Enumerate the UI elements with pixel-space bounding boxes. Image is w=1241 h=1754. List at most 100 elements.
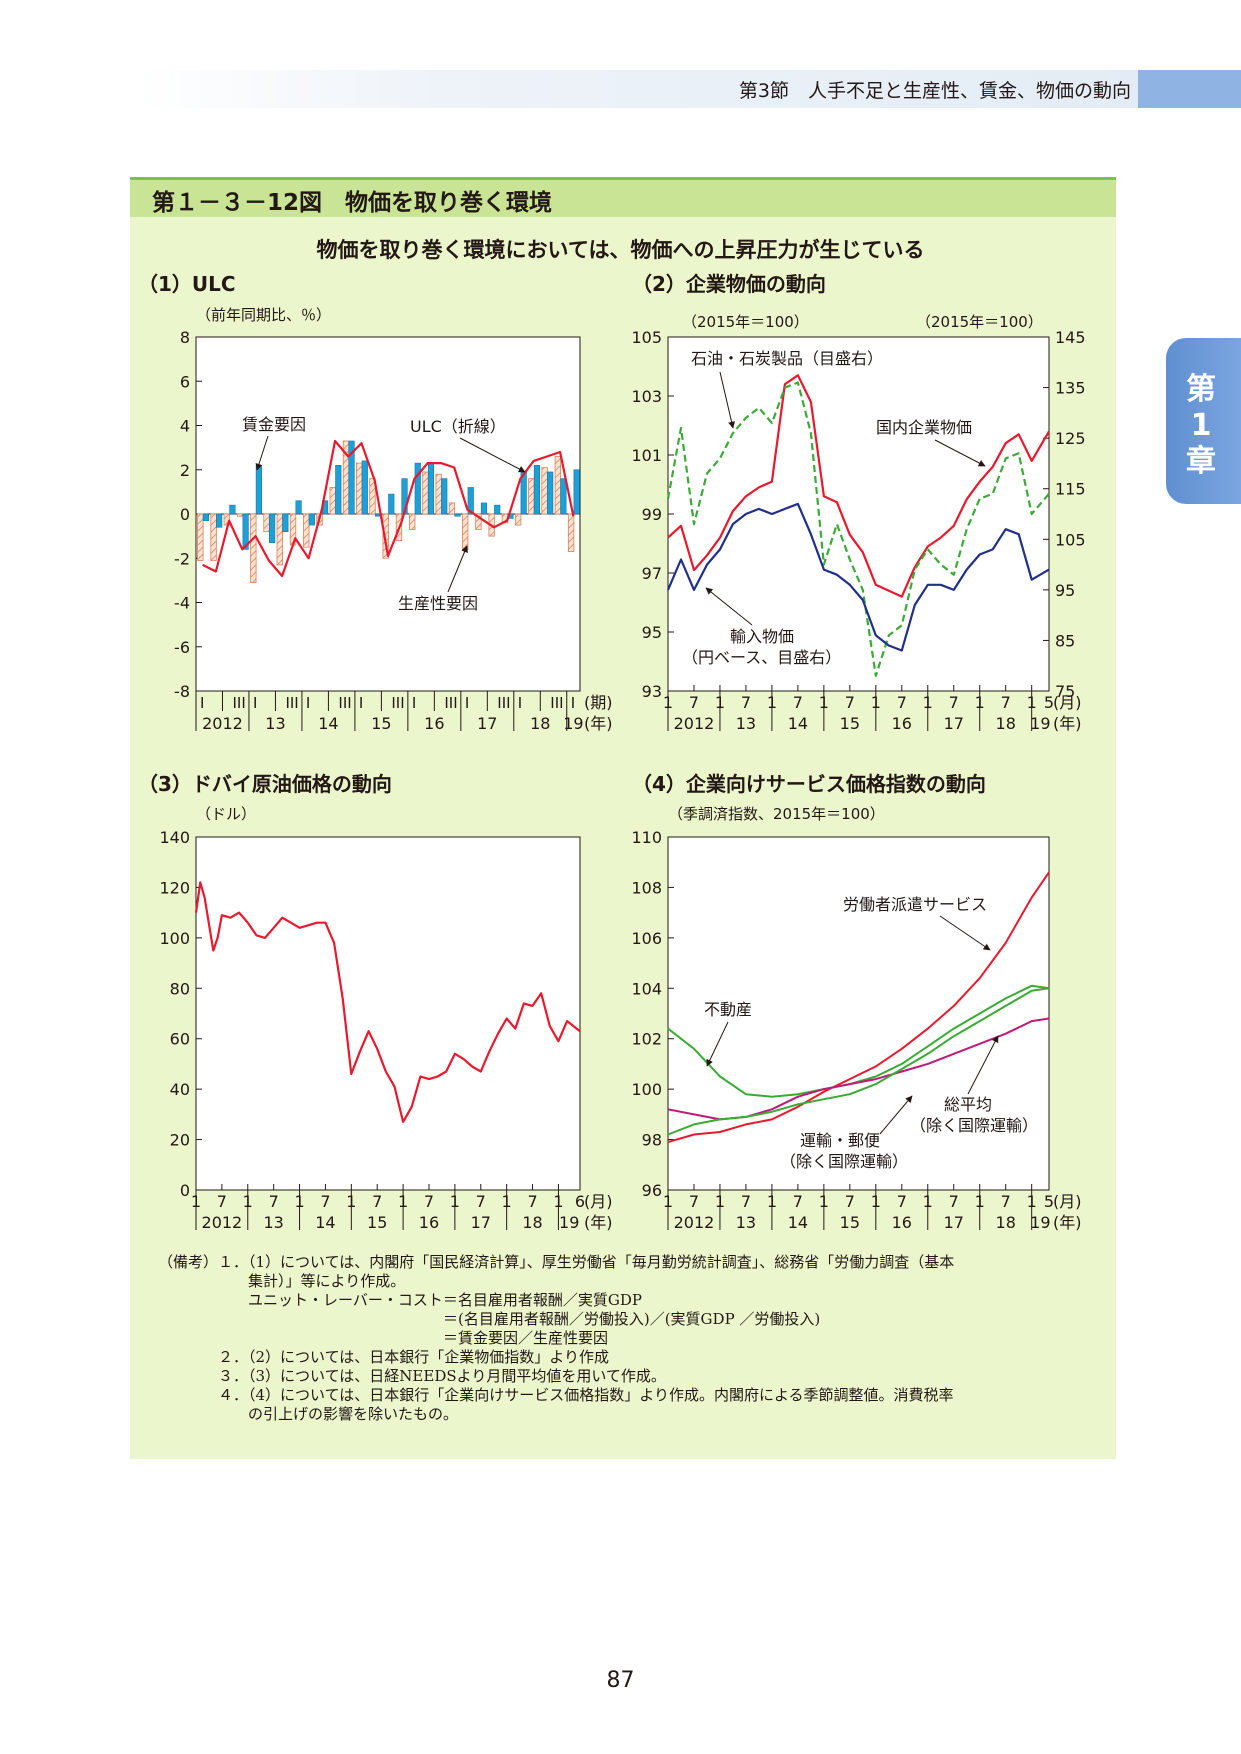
p4-annotation-realestate: 不動産 [704, 1000, 752, 1019]
p3-ytick-label: 40 [170, 1080, 190, 1099]
p2-y2tick-label: 115 [1055, 480, 1086, 499]
p1-quarter-label: I [412, 694, 416, 712]
section-header: 第3節 人手不足と生産性、賃金、物価の動向 [738, 80, 1131, 102]
p1-year-label: 14 [318, 714, 338, 733]
p3-year-label: 19 [559, 1213, 579, 1232]
p2-annotation-domestic: 国内企業物価 [876, 418, 972, 437]
p3-month-label: 1 [398, 1192, 408, 1211]
page-number: 87 [606, 1668, 635, 1693]
p1-quarter-label: I [465, 694, 469, 712]
p1-quarter-label: I [359, 694, 363, 712]
p2-series-line-0 [667, 374, 1050, 598]
p3-year-label: 13 [263, 1213, 283, 1232]
p1-wage-bar [361, 460, 368, 515]
p1-wage-bar [480, 502, 488, 515]
p4-ytick-label: 96 [642, 1181, 662, 1200]
p2-year-label: 17 [944, 714, 964, 733]
p2-year-label: 19 [1030, 714, 1050, 733]
p2-year-label: 15 [840, 714, 860, 733]
p2-y2tick-label: 135 [1055, 379, 1086, 398]
p1-wage-bar [573, 469, 580, 515]
p1-ytick-label: 8 [180, 328, 190, 347]
p2-annotation-arrow [705, 587, 753, 626]
p4-year-label: 18 [996, 1213, 1016, 1232]
note-line: ４．（4）については、日本銀行「企業向けサービス価格指数」より作成。内閣府による… [158, 1386, 954, 1404]
p4-ytick-label: 100 [631, 1080, 662, 1099]
p4-month-label: 1 [1027, 1192, 1037, 1211]
p1-wage-bar [427, 462, 435, 515]
p1-wage-bar [242, 513, 249, 550]
p1-wage-bar [533, 465, 541, 515]
p1-wage-bar [388, 493, 395, 515]
p3-ytick-label: 80 [170, 979, 190, 998]
p2-month-label: 7 [793, 693, 803, 712]
p1-productivity-bar [250, 513, 257, 583]
p4-series-line-0 [667, 871, 1050, 1144]
panel1-unit: （前年同期比、％） [196, 306, 332, 324]
p1-annotation-wage: 賃金要因 [242, 415, 306, 434]
p1-wage-bar [547, 471, 554, 515]
p4-year-unit: (年) [1053, 1213, 1082, 1232]
p2-ytick-label: 105 [631, 328, 662, 347]
p2-ytick-label: 93 [642, 682, 662, 701]
p1-ytick-label: -2 [174, 549, 190, 568]
p2-month-label: 5 [1044, 693, 1054, 712]
p1-year-label: 16 [424, 714, 444, 733]
p2-year-label: 16 [892, 714, 912, 733]
p2-ytick-label: 103 [631, 387, 662, 406]
p1-productivity-bar [567, 513, 575, 553]
p3-month-label: 1 [502, 1192, 512, 1211]
p4-year-label: 17 [944, 1213, 964, 1232]
p1-wage-bar [560, 478, 567, 515]
p3-ytick-label: 0 [180, 1181, 190, 1200]
p4-ytick-label: 98 [642, 1131, 662, 1150]
p3-month-label: 1 [243, 1192, 253, 1211]
p1-annotation-ulc: ULC（折線） [410, 417, 506, 436]
p2-year-label: 14 [788, 714, 808, 733]
p2-month-label: 1 [819, 693, 829, 712]
note-line: ユニット・レーバー・コスト＝名目雇用者報酬／実質GDP [158, 1291, 642, 1309]
p4-annotation-transport: 運輸・郵便 [800, 1131, 880, 1150]
p3-month-label: 1 [294, 1192, 304, 1211]
figure-subtitle: 物価を取り巻く環境においては、物価への上昇圧力が生じている [316, 238, 925, 262]
p3-month-label: 1 [450, 1192, 460, 1211]
p4-ytick-label: 104 [631, 979, 662, 998]
p1-wage-bar [441, 478, 448, 515]
note-line: 集計）」等により作成。 [158, 1272, 406, 1290]
p1-productivity-bar [461, 513, 469, 550]
notes: （備考）１．（1）については、内閣府「国民経済計算」、厚生労働省「毎月勤労統計調… [158, 1253, 1098, 1424]
p1-quarter-label: III [285, 694, 298, 712]
panel2-unit-left: （2015年＝100） [682, 313, 809, 331]
p4-ytick-label: 108 [631, 878, 662, 897]
p1-productivity-bar [210, 513, 217, 561]
p4-ytick-label: 102 [631, 1030, 662, 1049]
p4-year-label: 15 [840, 1213, 860, 1232]
p2-ytick-label: 97 [642, 564, 662, 583]
p2-series-line-1 [666, 381, 1050, 677]
note-line: ＝(名目雇用者報酬／労働投入)／(実質GDP ／労働投入) [158, 1310, 821, 1328]
p1-wage-bar [454, 513, 461, 517]
p1-wage-bar [348, 440, 355, 515]
p3-year-label: 14 [315, 1213, 335, 1232]
p4-annotation-transport-unit: （除く国際運輸） [780, 1152, 908, 1171]
p1-wage-bar [229, 504, 236, 515]
p1-wage-bar [494, 504, 501, 515]
panel4-unit: （季調済指数、2015年＝100） [668, 805, 885, 823]
p2-month-label: 7 [949, 693, 959, 712]
p1-year-label: 2012 [202, 714, 243, 733]
p4-month-label: 7 [689, 1192, 699, 1211]
p2-month-label: 1 [975, 693, 985, 712]
p3-year-label: 16 [419, 1213, 439, 1232]
p4-ytick-label: 106 [631, 929, 662, 948]
p3-month-label: 6 [575, 1192, 585, 1211]
p4-month-label: 7 [793, 1192, 803, 1211]
p2-annotation-arrow [934, 439, 986, 467]
chapter-tab[interactable] [1166, 338, 1241, 504]
p1-period-unit: (期) [584, 693, 613, 712]
p1-productivity-bar [528, 478, 535, 515]
p2-y2tick-label: 95 [1055, 581, 1075, 600]
p1-quarter-label: III [497, 694, 510, 712]
p1-year-label: 13 [265, 714, 285, 733]
p4-month-label: 1 [923, 1192, 933, 1211]
